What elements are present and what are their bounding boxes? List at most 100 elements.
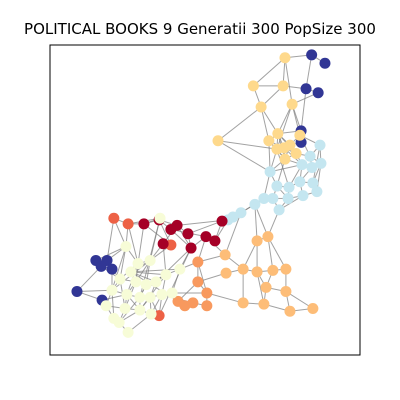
edge-215	[76, 265, 102, 292]
edge-170	[130, 271, 166, 276]
node-14	[277, 80, 289, 92]
node-53	[280, 263, 292, 275]
nodes-layer	[71, 49, 331, 338]
node-0	[306, 49, 318, 61]
node-97	[166, 287, 178, 299]
axes-frame	[49, 44, 361, 356]
node-42	[273, 204, 285, 216]
node-80	[157, 238, 169, 250]
node-92	[106, 284, 118, 296]
node-9	[106, 263, 118, 275]
node-61	[192, 276, 204, 288]
node-85	[125, 266, 137, 278]
edge-119	[254, 204, 269, 237]
edge-92	[254, 204, 258, 241]
node-10	[71, 285, 83, 297]
edge-23	[217, 140, 277, 150]
node-25	[294, 129, 306, 141]
edge-239	[158, 247, 192, 316]
node-103	[122, 326, 134, 338]
node-94	[134, 291, 146, 303]
node-16	[286, 98, 298, 110]
node-99	[119, 303, 131, 314]
node-31	[264, 166, 276, 178]
node-34	[294, 176, 306, 188]
edge-24	[217, 140, 271, 173]
node-22	[271, 143, 283, 155]
node-95	[144, 291, 156, 303]
node-87	[130, 276, 142, 288]
edge-12	[253, 57, 286, 87]
edge-96	[267, 236, 287, 270]
node-40	[297, 190, 309, 202]
node-96	[156, 289, 168, 301]
node-60	[192, 256, 204, 268]
edge-145	[137, 223, 145, 264]
node-55	[280, 285, 292, 297]
chart-title: POLITICAL BOOKS 9 Generatii 300 PopSize …	[24, 20, 376, 38]
edge-219	[187, 220, 223, 235]
node-88	[140, 279, 152, 291]
node-30	[296, 159, 308, 171]
node-38	[267, 192, 279, 204]
node-35	[307, 177, 319, 189]
node-39	[282, 192, 294, 204]
node-81	[154, 212, 166, 224]
node-17	[212, 135, 224, 147]
node-1	[319, 57, 331, 69]
edge-97	[267, 236, 274, 271]
node-36	[311, 186, 323, 198]
edge-84	[276, 104, 293, 150]
node-57	[258, 298, 270, 310]
node-67	[108, 212, 120, 224]
node-78	[200, 231, 212, 243]
node-29	[306, 161, 318, 173]
node-100	[134, 304, 146, 316]
edge-163	[95, 246, 127, 261]
node-68	[122, 218, 134, 230]
node-98	[100, 300, 112, 312]
node-26	[304, 150, 316, 162]
node-43	[235, 207, 247, 219]
node-90	[160, 269, 172, 281]
node-3	[312, 87, 324, 99]
node-48	[219, 249, 231, 261]
edge-18	[217, 106, 262, 142]
node-102	[145, 308, 157, 320]
node-33	[283, 181, 295, 193]
node-54	[260, 281, 272, 293]
edge-14	[284, 57, 293, 105]
node-84	[144, 254, 156, 266]
edge-19	[260, 106, 270, 141]
node-18	[263, 135, 275, 147]
edge-233	[111, 246, 127, 291]
edge-211	[76, 289, 113, 292]
node-46	[251, 235, 263, 247]
node-104	[108, 312, 120, 324]
node-75	[165, 223, 177, 235]
node-13	[247, 80, 259, 92]
node-83	[132, 258, 144, 270]
node-56	[237, 297, 249, 309]
edge-171	[130, 268, 180, 273]
node-37	[258, 192, 270, 204]
edge-4	[300, 88, 307, 131]
edge-118	[224, 212, 242, 256]
node-89	[150, 276, 162, 288]
node-50	[237, 263, 249, 275]
node-62	[201, 287, 213, 299]
node-91	[174, 263, 186, 275]
node-51	[251, 266, 263, 278]
edge-87	[276, 149, 290, 188]
node-15	[255, 101, 267, 113]
node-8	[95, 260, 107, 272]
node-49	[220, 267, 232, 279]
node-66	[179, 300, 191, 312]
node-28	[315, 157, 327, 169]
node-58	[284, 305, 296, 317]
node-24	[279, 153, 291, 165]
node-52	[267, 264, 279, 276]
edge-162	[119, 246, 127, 280]
node-71	[138, 218, 150, 230]
